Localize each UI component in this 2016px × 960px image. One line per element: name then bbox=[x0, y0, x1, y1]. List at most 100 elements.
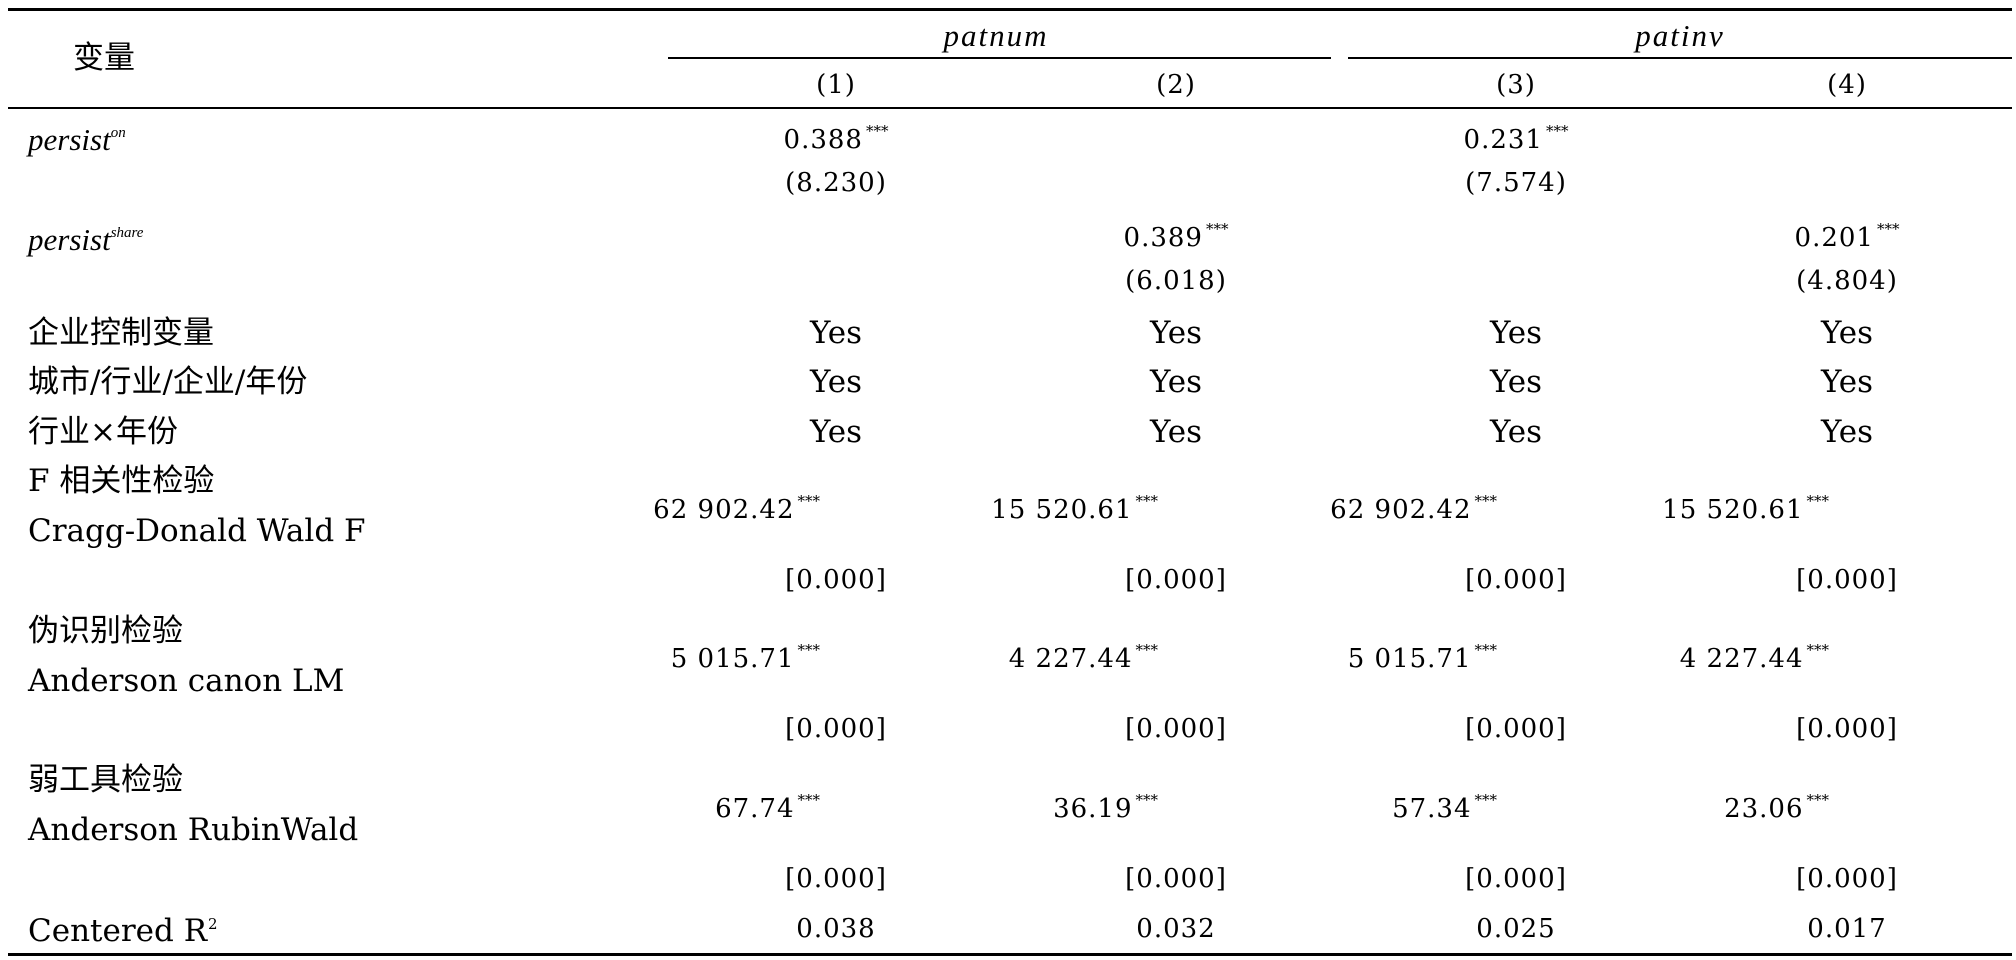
stat-value: 15 520.61 bbox=[1662, 495, 1804, 525]
significance-stars: *** bbox=[1474, 492, 1498, 510]
col-label-1: (1) bbox=[816, 70, 856, 100]
cell-firm-controls-c4: Yes bbox=[1820, 315, 1874, 351]
stat-value: 4 227.44 bbox=[1679, 644, 1804, 674]
cell-ind-year-c1: Yes bbox=[809, 414, 863, 450]
stat-value: 36.19 bbox=[1053, 794, 1133, 824]
coef-value: 0.389 bbox=[1123, 223, 1203, 253]
coef-value: 0.388 bbox=[783, 125, 863, 155]
top-rule bbox=[8, 8, 2012, 11]
cell-fe-c1: Yes bbox=[809, 364, 863, 400]
stat-weakiv-c2: 36.19 *** bbox=[1053, 791, 1159, 824]
persist-base: persist bbox=[28, 122, 111, 157]
cell-ind-year-c3: Yes bbox=[1489, 414, 1543, 450]
row-label-cragg-donald: Cragg-Donald Wald F bbox=[28, 513, 366, 549]
bottom-rule bbox=[8, 953, 2012, 956]
cell-fe-c2: Yes bbox=[1149, 364, 1203, 400]
coef-persist-share-c4: 0.201 *** bbox=[1794, 220, 1900, 253]
tstat-persist-share-c4: (4.804) bbox=[1796, 266, 1898, 296]
stat-underid-c4: 4 227.44 *** bbox=[1679, 641, 1830, 674]
cell-firm-controls-c2: Yes bbox=[1149, 315, 1203, 351]
row-label-f-test: F 相关性检验 bbox=[28, 463, 215, 499]
pvalue-f-c4: [0.000] bbox=[1796, 565, 1898, 595]
significance-stars: *** bbox=[865, 122, 889, 140]
cell-fe-c4: Yes bbox=[1820, 364, 1874, 400]
pvalue-f-c3: [0.000] bbox=[1465, 565, 1567, 595]
stat-value: 5 015.71 bbox=[1347, 644, 1472, 674]
stat-weakiv-c3: 57.34 *** bbox=[1392, 791, 1498, 823]
pvalue-weakiv-c3: [0.000] bbox=[1465, 864, 1567, 894]
significance-stars: *** bbox=[1806, 641, 1830, 659]
stat-underid-c1: 5 015.71 *** bbox=[670, 641, 821, 674]
persist-sup-on: on bbox=[110, 125, 126, 141]
significance-stars: *** bbox=[1474, 791, 1498, 809]
row-label-persist-share: persistshare bbox=[28, 224, 143, 255]
pvalue-f-c2: [0.000] bbox=[1125, 565, 1227, 595]
row-label-persist-on: persiston bbox=[28, 124, 126, 155]
pvalue-weakiv-c2: [0.000] bbox=[1125, 864, 1227, 894]
row-label-anderson-rubin: Anderson RubinWald bbox=[28, 812, 359, 848]
cell-r2-c2: 0.032 bbox=[1136, 914, 1216, 944]
coef-persist-on-c1: 0.388 *** bbox=[783, 122, 889, 155]
cell-r2-c1: 0.038 bbox=[796, 914, 876, 944]
stat-value: 15 520.61 bbox=[991, 495, 1133, 525]
group-header-patnum: patnum bbox=[943, 18, 1049, 53]
pvalue-underid-c1: [0.000] bbox=[785, 714, 887, 744]
cell-firm-controls-c1: Yes bbox=[809, 315, 863, 351]
col-label-2: (2) bbox=[1156, 70, 1196, 100]
row-label-anderson-lm: Anderson canon LM bbox=[28, 663, 345, 699]
row-label-firm-controls: 企业控制变量 bbox=[28, 315, 214, 351]
stat-f-c2: 15 520.61 *** bbox=[991, 492, 1159, 525]
stat-value: 67.74 bbox=[715, 794, 795, 824]
pvalue-underid-c3: [0.000] bbox=[1465, 714, 1567, 744]
row-label-fixed-effects: 城市/行业/企业/年份 bbox=[28, 364, 308, 400]
persist-sup-share: share bbox=[110, 225, 144, 241]
r2-label: Centered R bbox=[28, 913, 208, 949]
significance-stars: *** bbox=[1474, 641, 1498, 659]
stat-underid-c3: 5 015.71 *** bbox=[1347, 641, 1498, 674]
significance-stars: *** bbox=[1806, 791, 1830, 809]
stat-f-c3: 62 902.42 *** bbox=[1330, 492, 1498, 525]
significance-stars: *** bbox=[1545, 122, 1569, 140]
col-label-4: (4) bbox=[1827, 70, 1867, 100]
coef-value: 0.231 bbox=[1463, 125, 1543, 155]
persist-base: persist bbox=[28, 222, 111, 257]
cell-firm-controls-c3: Yes bbox=[1489, 315, 1543, 351]
coef-persist-on-c3: 0.231 *** bbox=[1463, 122, 1569, 155]
row-label-underid: 伪识别检验 bbox=[28, 613, 183, 649]
stat-value: 5 015.71 bbox=[670, 644, 795, 674]
stat-value: 62 902.42 bbox=[1330, 495, 1472, 525]
cell-ind-year-c2: Yes bbox=[1149, 414, 1203, 450]
group-header-patinv: patinv bbox=[1635, 18, 1725, 53]
significance-stars: *** bbox=[797, 492, 821, 510]
pvalue-weakiv-c1: [0.000] bbox=[785, 864, 887, 894]
significance-stars: *** bbox=[1135, 791, 1159, 809]
stat-value: 23.06 bbox=[1724, 794, 1804, 824]
coef-value: 0.201 bbox=[1794, 223, 1874, 253]
pvalue-weakiv-c4: [0.000] bbox=[1796, 864, 1898, 894]
stat-f-c1: 62 902.42 *** bbox=[653, 492, 821, 524]
row-label-industry-year: 行业×年份 bbox=[28, 414, 178, 450]
cell-fe-c3: Yes bbox=[1489, 364, 1543, 400]
stat-value: 4 227.44 bbox=[1008, 644, 1133, 674]
significance-stars: *** bbox=[797, 641, 821, 659]
cell-r2-c4: 0.017 bbox=[1807, 914, 1887, 944]
cell-ind-year-c4: Yes bbox=[1820, 414, 1874, 450]
tstat-persist-share-c2: (6.018) bbox=[1125, 266, 1227, 296]
header-rule bbox=[8, 107, 2012, 109]
pvalue-underid-c4: [0.000] bbox=[1796, 714, 1898, 744]
row-label-weakiv: 弱工具检验 bbox=[28, 762, 183, 798]
significance-stars: *** bbox=[1135, 641, 1159, 659]
pvalue-f-c1: [0.000] bbox=[785, 565, 887, 595]
stat-weakiv-c1: 67.74 *** bbox=[715, 793, 820, 824]
tstat-persist-on-c3: (7.574) bbox=[1465, 168, 1567, 198]
coef-persist-share-c2: 0.389 *** bbox=[1123, 220, 1229, 253]
tstat-persist-on-c1: (8.230) bbox=[785, 168, 887, 198]
significance-stars: *** bbox=[1205, 220, 1229, 238]
significance-stars: *** bbox=[1876, 220, 1900, 238]
stat-f-c4: 15 520.61 *** bbox=[1662, 494, 1829, 525]
group1-underline bbox=[668, 57, 1331, 59]
col-label-3: (3) bbox=[1496, 70, 1536, 100]
significance-stars: *** bbox=[1135, 492, 1159, 510]
group2-underline bbox=[1348, 57, 2012, 59]
variable-header: 变量 bbox=[73, 40, 135, 76]
